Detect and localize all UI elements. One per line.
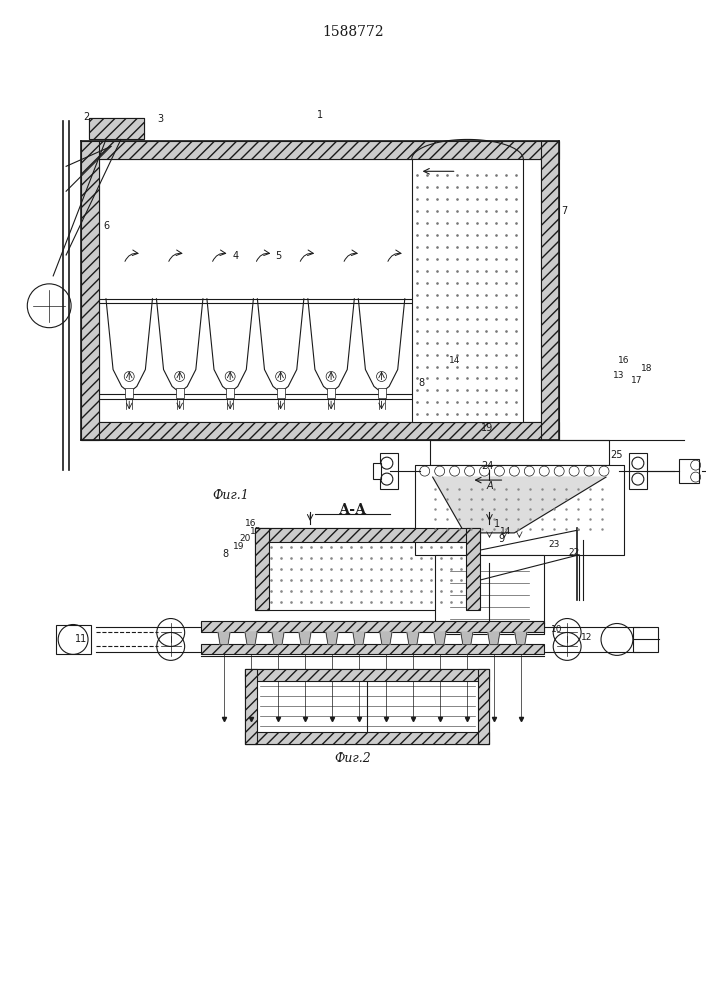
Text: 16: 16 bbox=[245, 519, 256, 528]
Text: 24: 24 bbox=[481, 461, 493, 471]
Polygon shape bbox=[461, 632, 473, 644]
Text: 1588772: 1588772 bbox=[322, 25, 384, 39]
Polygon shape bbox=[515, 632, 527, 644]
Bar bbox=[532, 555, 544, 634]
Bar bbox=[633, 627, 658, 652]
Polygon shape bbox=[433, 477, 606, 533]
Bar bbox=[479, 528, 499, 600]
Bar bbox=[430, 440, 609, 465]
Text: 13: 13 bbox=[613, 371, 625, 380]
Bar bbox=[245, 669, 489, 744]
Text: 3: 3 bbox=[158, 114, 164, 124]
Text: 18: 18 bbox=[641, 364, 653, 373]
Bar bbox=[380, 453, 398, 489]
Bar bbox=[477, 669, 489, 744]
Text: 9: 9 bbox=[498, 534, 505, 544]
Text: 7: 7 bbox=[561, 206, 567, 216]
Bar bbox=[255, 528, 479, 610]
Bar bbox=[465, 528, 479, 610]
Text: 12: 12 bbox=[581, 633, 592, 642]
Bar bbox=[89, 118, 144, 139]
Bar bbox=[435, 555, 544, 563]
Bar bbox=[89, 118, 144, 139]
Polygon shape bbox=[380, 632, 392, 644]
Text: 2: 2 bbox=[83, 112, 89, 122]
Bar bbox=[415, 465, 624, 555]
Bar bbox=[99, 159, 542, 422]
Polygon shape bbox=[272, 632, 284, 644]
Text: 14: 14 bbox=[500, 527, 511, 536]
Bar bbox=[276, 388, 285, 398]
Text: 22: 22 bbox=[568, 548, 580, 557]
Bar bbox=[327, 388, 335, 398]
Bar bbox=[56, 625, 91, 654]
Bar bbox=[125, 388, 133, 398]
Text: 8: 8 bbox=[223, 549, 228, 559]
Polygon shape bbox=[218, 632, 230, 644]
Bar bbox=[245, 669, 489, 681]
Bar bbox=[81, 422, 559, 440]
Text: 23: 23 bbox=[549, 540, 560, 549]
Bar bbox=[415, 465, 624, 477]
Polygon shape bbox=[353, 632, 365, 644]
Polygon shape bbox=[299, 632, 311, 644]
Bar bbox=[542, 141, 559, 440]
Bar bbox=[176, 388, 184, 398]
Bar bbox=[435, 555, 447, 634]
Bar bbox=[201, 621, 544, 632]
Polygon shape bbox=[434, 632, 446, 644]
Text: 4: 4 bbox=[233, 251, 238, 261]
Bar bbox=[435, 623, 544, 634]
Polygon shape bbox=[245, 632, 257, 644]
Text: 1: 1 bbox=[317, 110, 323, 120]
Bar bbox=[255, 528, 269, 610]
Text: 19: 19 bbox=[233, 542, 244, 551]
Text: 10: 10 bbox=[551, 625, 563, 634]
Bar bbox=[415, 543, 624, 555]
Polygon shape bbox=[407, 632, 419, 644]
Bar bbox=[373, 463, 381, 479]
Polygon shape bbox=[488, 632, 500, 644]
Bar bbox=[378, 388, 385, 398]
Text: 1: 1 bbox=[494, 519, 501, 529]
Bar bbox=[226, 388, 234, 398]
Text: 5: 5 bbox=[275, 251, 281, 261]
Bar bbox=[435, 555, 544, 634]
Text: 14: 14 bbox=[449, 356, 460, 365]
Bar bbox=[430, 440, 440, 465]
Text: 16: 16 bbox=[618, 356, 630, 365]
Bar bbox=[245, 732, 489, 744]
Text: 8: 8 bbox=[419, 378, 425, 388]
Bar bbox=[629, 453, 647, 489]
Text: 25: 25 bbox=[611, 450, 623, 460]
Text: 19: 19 bbox=[481, 423, 493, 433]
Text: 15: 15 bbox=[250, 527, 261, 536]
Text: 17: 17 bbox=[631, 376, 643, 385]
Bar bbox=[255, 528, 479, 542]
Bar bbox=[245, 669, 257, 744]
Bar bbox=[411, 159, 523, 422]
Bar bbox=[81, 141, 99, 440]
Bar bbox=[201, 644, 544, 654]
Text: 21: 21 bbox=[246, 724, 259, 734]
Text: 20: 20 bbox=[240, 534, 251, 543]
Text: А-А: А-А bbox=[339, 503, 367, 517]
Bar bbox=[599, 440, 609, 465]
Text: 6: 6 bbox=[103, 221, 109, 231]
Bar bbox=[679, 459, 699, 483]
Bar bbox=[81, 141, 559, 159]
Text: Фиг.2: Фиг.2 bbox=[334, 752, 371, 765]
Text: Фиг.1: Фиг.1 bbox=[212, 489, 249, 502]
Polygon shape bbox=[326, 632, 338, 644]
Text: 11: 11 bbox=[75, 634, 87, 644]
Text: A: A bbox=[486, 481, 493, 491]
